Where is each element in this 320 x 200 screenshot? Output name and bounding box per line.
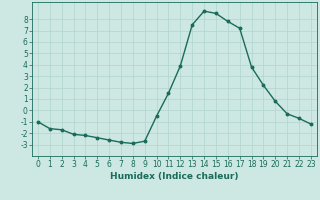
X-axis label: Humidex (Indice chaleur): Humidex (Indice chaleur): [110, 172, 239, 181]
